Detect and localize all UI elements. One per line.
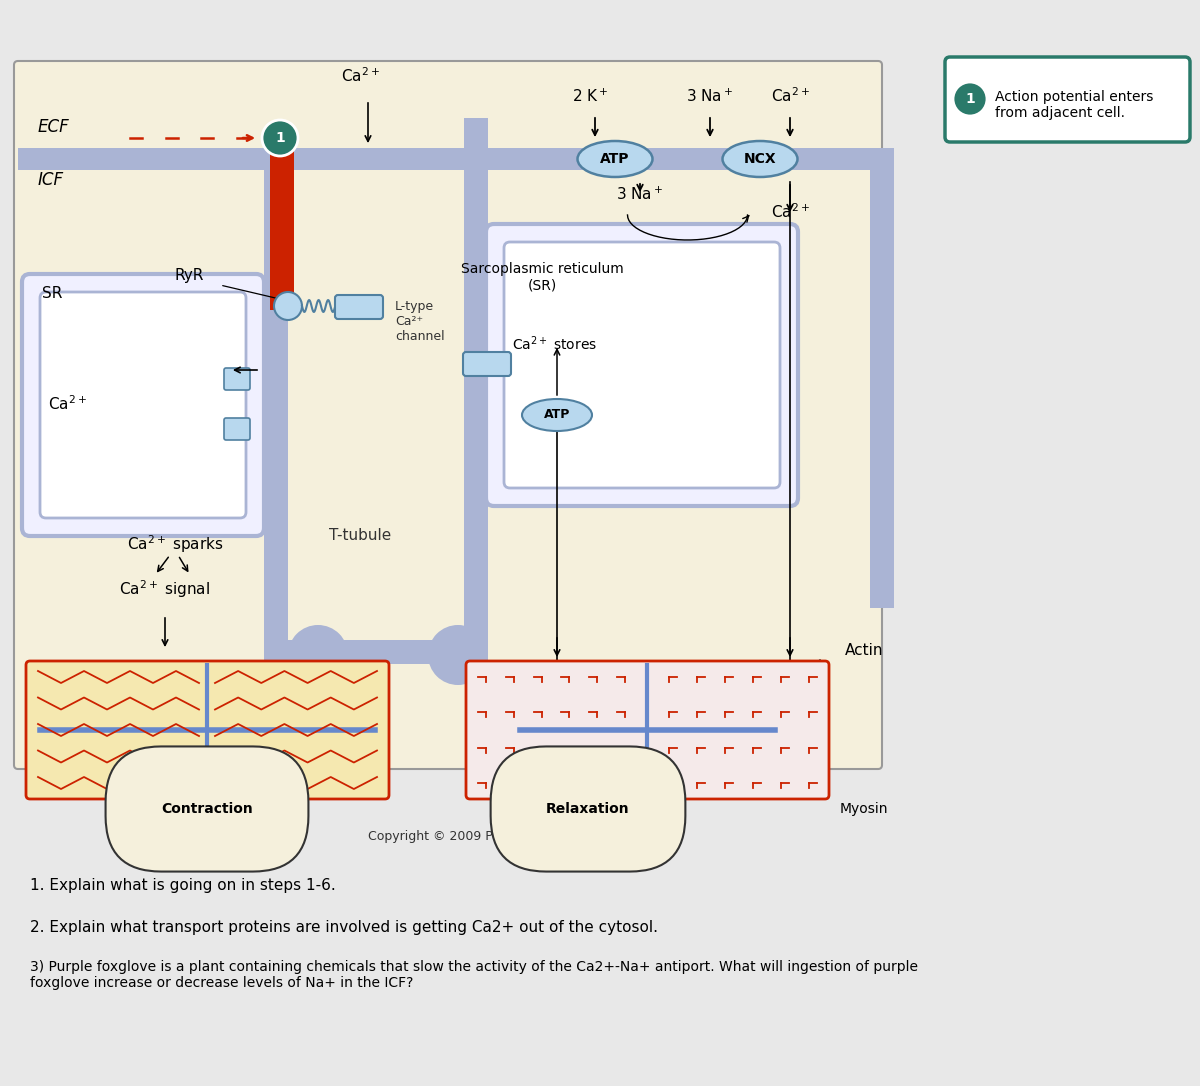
- Text: 1: 1: [275, 131, 284, 146]
- Ellipse shape: [577, 141, 653, 177]
- Bar: [288, 148, 464, 640]
- Text: 3) Purple foxglove is a plant containing chemicals that slow the activity of the: 3) Purple foxglove is a plant containing…: [30, 960, 918, 990]
- Text: SR: SR: [42, 286, 62, 301]
- Bar: [270, 148, 294, 310]
- FancyBboxPatch shape: [40, 292, 246, 518]
- Text: ICF: ICF: [38, 171, 64, 189]
- FancyBboxPatch shape: [466, 661, 829, 799]
- FancyBboxPatch shape: [22, 274, 264, 536]
- Text: Sarcoplasmic reticulum
(SR): Sarcoplasmic reticulum (SR): [461, 262, 623, 292]
- Text: Ca$^{2+}$: Ca$^{2+}$: [770, 86, 809, 105]
- Text: Ca$^{2+}$: Ca$^{2+}$: [538, 662, 576, 681]
- Circle shape: [953, 83, 986, 116]
- Text: L-type
Ca²⁺
channel: L-type Ca²⁺ channel: [395, 300, 445, 343]
- FancyBboxPatch shape: [14, 61, 882, 769]
- Text: ATP: ATP: [600, 152, 630, 166]
- Text: Ca$^{2+}$: Ca$^{2+}$: [341, 66, 379, 85]
- Text: Ca$^{2+}$ sparks: Ca$^{2+}$ sparks: [127, 533, 223, 555]
- FancyBboxPatch shape: [463, 352, 511, 376]
- Bar: [264, 640, 488, 664]
- Ellipse shape: [522, 399, 592, 431]
- FancyBboxPatch shape: [504, 242, 780, 488]
- Text: Action potential enters
from adjacent cell.: Action potential enters from adjacent ce…: [995, 90, 1153, 121]
- Circle shape: [262, 119, 298, 156]
- Text: Ca$^{2+}$ signal: Ca$^{2+}$ signal: [120, 579, 210, 599]
- Text: 3 Na$^+$: 3 Na$^+$: [686, 88, 733, 105]
- Text: ATP: ATP: [544, 408, 570, 421]
- Text: 1: 1: [965, 92, 974, 106]
- Circle shape: [274, 292, 302, 320]
- FancyBboxPatch shape: [224, 368, 250, 390]
- Text: ECF: ECF: [38, 118, 70, 136]
- Circle shape: [428, 626, 488, 685]
- Text: RyR: RyR: [175, 268, 204, 283]
- Text: Copyright © 2009 Pearson Education, Inc.: Copyright © 2009 Pearson Education, Inc.: [368, 830, 632, 843]
- Text: Myosin: Myosin: [840, 801, 888, 816]
- FancyBboxPatch shape: [946, 56, 1190, 142]
- Text: Ca$^{2+}$: Ca$^{2+}$: [770, 662, 809, 681]
- Bar: [264, 148, 288, 640]
- Text: 1. Explain what is going on in steps 1-6.: 1. Explain what is going on in steps 1-6…: [30, 877, 336, 893]
- Text: Ca$^{2+}$ stores: Ca$^{2+}$ stores: [512, 334, 598, 353]
- Text: 2. Explain what transport proteins are involved is getting Ca2+ out of the cytos: 2. Explain what transport proteins are i…: [30, 920, 658, 935]
- Bar: [464, 118, 488, 640]
- Bar: [510, 148, 876, 171]
- Text: Contraction: Contraction: [161, 801, 253, 816]
- Text: 3 Na$^+$: 3 Na$^+$: [617, 186, 664, 203]
- Text: T-tubule: T-tubule: [329, 528, 391, 543]
- Text: Ca$^{2+}$: Ca$^{2+}$: [770, 202, 809, 220]
- Text: Ca$^{2+}$: Ca$^{2+}$: [48, 394, 86, 413]
- FancyBboxPatch shape: [26, 661, 389, 799]
- Text: Actin: Actin: [845, 643, 883, 658]
- Ellipse shape: [722, 141, 798, 177]
- FancyBboxPatch shape: [486, 224, 798, 506]
- Text: 2 K$^+$: 2 K$^+$: [571, 88, 608, 105]
- FancyBboxPatch shape: [224, 418, 250, 440]
- FancyBboxPatch shape: [335, 295, 383, 319]
- Bar: [18, 148, 878, 171]
- Bar: [870, 148, 894, 608]
- Text: NCX: NCX: [744, 152, 776, 166]
- Circle shape: [288, 626, 348, 685]
- Text: Relaxation: Relaxation: [546, 801, 630, 816]
